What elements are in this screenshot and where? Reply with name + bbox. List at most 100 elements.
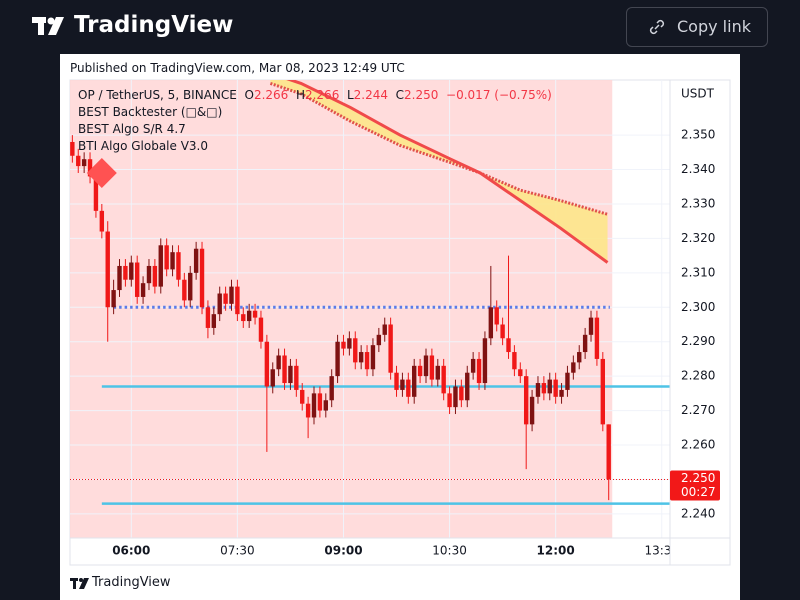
candle-body [353,338,358,363]
candle-body [111,290,116,308]
candle-body [577,352,582,363]
y-tick-label: 2.270 [681,403,715,417]
band-upper-line [269,82,608,216]
published-note: Published on TradingView.com, Mar 08, 20… [70,61,405,75]
high: 2.266 [304,88,340,102]
candle-body [412,365,417,397]
candle-body [176,252,181,280]
x-tick-label: 09:00 [324,544,362,558]
h: H [295,88,305,102]
candle-body [506,338,511,353]
low: 2.244 [353,88,389,102]
candle-body [229,286,234,304]
candle-body [270,369,275,387]
candle-body [282,355,287,384]
candle-body [559,389,564,397]
y-tick-label: 2.300 [681,300,715,314]
candle-body [441,365,446,394]
link-icon [649,19,665,35]
y-tick-label: 2.340 [681,162,715,176]
candle-body [394,372,399,390]
candle-body [241,314,246,322]
candle-body [423,355,429,377]
candle-body [258,317,264,342]
indicator-name: BEST Algo S/R 4.7 [78,122,186,136]
price-tag [670,470,720,501]
candle-body [529,396,535,425]
logo-icon [32,17,64,35]
change: −0.017 (−0.75%) [446,88,552,102]
candle-body [164,245,169,270]
candle-body [358,352,364,363]
candle-body [140,283,146,297]
candle-body [193,248,199,273]
indicator-name: BEST Backtester (□&□) [78,105,223,119]
candle-body [188,272,193,301]
candle-body [470,358,476,373]
indicator-shade [70,80,613,538]
candle-body [294,365,299,390]
candle-body [117,265,122,291]
o: O [244,88,254,102]
y-tick-label: 2.310 [681,265,715,279]
x-tick-label: 12:00 [537,544,575,558]
candle-body [588,317,594,335]
candle-body [459,386,464,401]
candle-body [123,265,128,280]
footer-icon [70,578,89,589]
candle-body [600,358,606,425]
chart: 2.240 2.250 2.260 2.270 2.280 2.290 2.300 2.310… [60,54,740,600]
candle-body [252,310,258,318]
candle-body [476,358,482,384]
candle-body [417,365,423,377]
brand: TradingView [74,12,234,38]
header: TradingView Copy link [0,0,800,54]
candle-body [288,365,293,384]
candle-body [370,345,376,370]
y-tick-label: 2.290 [681,334,715,348]
candle-body [81,159,87,167]
candle-body [364,352,370,370]
candle-body [523,376,529,425]
candle-body [99,210,105,232]
candle-body [453,386,458,408]
x-tick-label: 10:30 [432,544,467,558]
candle-body [541,383,547,394]
x-tick-label: 06:00 [112,544,150,558]
candle-body [305,403,311,418]
candle-body [87,159,93,177]
candle-body [170,252,175,270]
candle-body [146,265,152,284]
candle-body [465,372,470,401]
x-tick-label: 07:30 [220,544,255,558]
candle-body [158,245,163,287]
candle-body [264,341,270,387]
candle-body [594,317,600,359]
candle-body [388,324,393,373]
l: L [346,88,354,102]
candle-body [235,286,240,315]
candle-body [317,393,323,411]
y-axis-unit: USDT [681,87,715,101]
candle-body [482,338,488,384]
button-label: Copy link [677,17,751,36]
candle-body [500,324,505,339]
copy-link-button[interactable]: Copy link [626,7,768,47]
candle-body [311,393,317,418]
candle-body [134,262,140,297]
candle-body [335,341,340,377]
open: 2.266 [253,88,289,102]
candle-body [199,248,205,308]
candle-body [429,355,435,380]
candle-body [217,293,222,315]
candle-body [329,376,334,401]
signal-marker [86,157,117,188]
indicator-name: BTI Algo Globale V3.0 [78,139,209,153]
candle-body [93,176,99,211]
y-tick-label: 2.260 [681,438,715,452]
candle-body [406,379,411,397]
candle-body [435,365,440,380]
y-tick-label: 2.240 [681,506,715,520]
candle-body [323,400,328,411]
close: 2.250 [404,88,439,102]
